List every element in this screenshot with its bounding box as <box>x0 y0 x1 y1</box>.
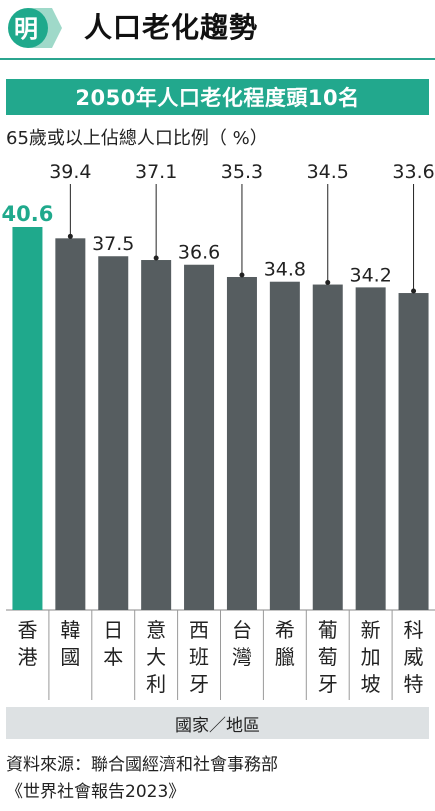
category-label: 台 <box>232 618 252 642</box>
bar <box>269 281 300 610</box>
category-label: 希 <box>275 618 295 642</box>
category-label: 香 <box>17 618 37 642</box>
bar <box>141 260 172 610</box>
category-label: 本 <box>103 645 123 669</box>
bar <box>312 284 343 610</box>
bar <box>398 293 429 610</box>
label-leader-dot <box>153 255 159 261</box>
category-label: 牙 <box>189 672 209 696</box>
source-note: 資料來源：聯合國經濟和社會事務部 《世界社會報告2023》 <box>6 752 432 806</box>
source-line-1: 資料來源：聯合國經濟和社會事務部 <box>6 755 278 775</box>
category-label: 大 <box>146 645 166 669</box>
label-leader-dot <box>239 272 245 278</box>
bar <box>12 227 43 610</box>
category-label: 韓 <box>60 618 80 642</box>
data-label: 40.6 <box>2 202 54 226</box>
data-label: 36.6 <box>178 242 220 264</box>
category-label: 西 <box>189 618 209 642</box>
logo-icon <box>8 8 62 48</box>
category-label: 班 <box>189 645 209 669</box>
category-label: 灣 <box>232 645 252 669</box>
page-title: 人口老化趨勢 <box>84 11 259 44</box>
category-label: 臘 <box>275 645 295 669</box>
category-label: 特 <box>404 672 424 696</box>
category-label: 新 <box>361 618 381 642</box>
y-axis-label: 65歲或以上佔總人口比例（ %） <box>6 128 268 149</box>
data-label: 39.4 <box>49 161 91 183</box>
category-label: 牙 <box>318 672 338 696</box>
label-leader-dot <box>411 288 417 294</box>
category-label: 國 <box>60 645 80 669</box>
label-leader-dot <box>67 233 73 239</box>
bar <box>226 276 257 610</box>
category-label: 港 <box>17 645 37 669</box>
x-axis-label: 國家／地區 <box>6 707 429 739</box>
bar <box>98 256 129 610</box>
bar <box>355 287 386 610</box>
category-label: 葡 <box>318 618 338 642</box>
header: 明 人口老化趨勢 <box>0 0 435 56</box>
bar-chart: 40.6香港39.4韓國37.5日本37.1意大利36.6西班牙35.3台灣34… <box>2 161 435 700</box>
category-label: 威 <box>404 645 424 669</box>
data-label: 37.5 <box>92 233 134 255</box>
title-divider <box>0 58 435 60</box>
category-label: 利 <box>146 672 166 696</box>
category-label: 加 <box>361 645 381 669</box>
data-label: 34.8 <box>264 259 306 281</box>
logo-text: 明 <box>14 13 38 43</box>
data-label: 35.3 <box>221 161 263 183</box>
data-label: 34.5 <box>307 161 349 183</box>
chart-title: 2050年人口老化程度頭10名 <box>6 79 429 115</box>
source-line-2: 《世界社會報告2023》 <box>6 782 186 802</box>
data-label: 34.2 <box>349 264 391 286</box>
label-leader-dot <box>325 280 331 286</box>
category-label: 科 <box>404 618 424 642</box>
bar <box>55 238 86 610</box>
category-label: 日 <box>103 618 123 642</box>
data-label: 33.6 <box>392 161 434 183</box>
category-label: 坡 <box>361 672 381 696</box>
data-label: 37.1 <box>135 161 177 183</box>
bar <box>184 264 215 610</box>
category-label: 意 <box>146 618 166 642</box>
category-label: 萄 <box>318 645 338 669</box>
